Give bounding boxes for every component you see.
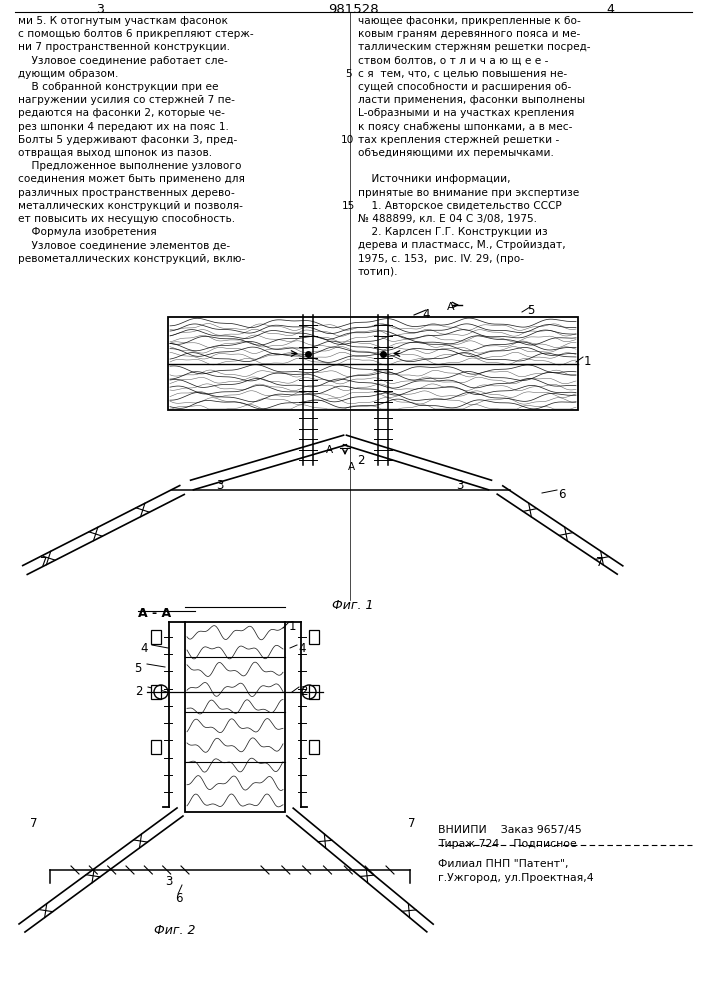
Text: 6: 6 <box>175 892 182 905</box>
Text: 1: 1 <box>584 355 592 368</box>
Text: 1: 1 <box>289 620 296 633</box>
Bar <box>168 317 578 410</box>
Text: № 488899, кл. Е 04 С 3/08, 1975.: № 488899, кл. Е 04 С 3/08, 1975. <box>358 214 537 224</box>
Text: Источники информации,: Источники информации, <box>358 174 510 184</box>
Text: соединения может быть применено для: соединения может быть применено для <box>18 174 245 184</box>
Text: Филиал ПНП "Патент",: Филиал ПНП "Патент", <box>438 859 568 869</box>
Text: 4: 4 <box>422 308 429 321</box>
Text: 15: 15 <box>341 201 355 211</box>
Text: 7: 7 <box>30 817 37 830</box>
Text: тах крепления стержней решетки -: тах крепления стержней решетки - <box>358 135 559 145</box>
Text: к поясу снабжены шпонками, а в мес-: к поясу снабжены шпонками, а в мес- <box>358 122 573 132</box>
Bar <box>309 685 319 699</box>
Text: Предложенное выполнение узлового: Предложенное выполнение узлового <box>18 161 242 171</box>
Text: с помощью болтов 6 прикрепляют стерж-: с помощью болтов 6 прикрепляют стерж- <box>18 29 254 39</box>
Text: 1. Авторское свидетельство СССР: 1. Авторское свидетельство СССР <box>358 201 562 211</box>
Text: L-образными и на участках крепления: L-образными и на участках крепления <box>358 108 574 118</box>
Text: чающее фасонки, прикрепленные к бо-: чающее фасонки, прикрепленные к бо- <box>358 16 580 26</box>
Text: Тираж 724    Подписное: Тираж 724 Подписное <box>438 839 577 849</box>
Text: 2. Карлсен Г.Г. Конструкции из: 2. Карлсен Г.Г. Конструкции из <box>358 227 548 237</box>
Text: отвращая выход шпонок из пазов.: отвращая выход шпонок из пазов. <box>18 148 212 158</box>
Text: Фиг. 2: Фиг. 2 <box>154 924 196 937</box>
Text: ет повысить их несущую способность.: ет повысить их несущую способность. <box>18 214 235 224</box>
Text: рез шпонки 4 передают их на пояс 1.: рез шпонки 4 передают их на пояс 1. <box>18 122 229 132</box>
Bar <box>185 622 285 812</box>
Text: принятые во внимание при экспертизе: принятые во внимание при экспертизе <box>358 188 579 198</box>
Text: Фиг. 1: Фиг. 1 <box>332 599 374 612</box>
Bar <box>168 317 578 410</box>
Text: 3: 3 <box>165 875 173 888</box>
Text: В собранной конструкции при ее: В собранной конструкции при ее <box>18 82 218 92</box>
Text: А: А <box>348 462 355 472</box>
Text: 5: 5 <box>527 304 534 317</box>
Text: объединяющими их перемычками.: объединяющими их перемычками. <box>358 148 554 158</box>
Text: ми 5. К отогнутым участкам фасонок: ми 5. К отогнутым участкам фасонок <box>18 16 228 26</box>
Text: А: А <box>447 302 455 312</box>
Text: 4: 4 <box>298 642 305 655</box>
Text: 2: 2 <box>135 685 143 698</box>
Text: 1975, с. 153,  рис. IV. 29, (про-: 1975, с. 153, рис. IV. 29, (про- <box>358 254 524 264</box>
Text: Формула изобретения: Формула изобретения <box>18 227 157 237</box>
Bar <box>151 740 161 754</box>
Text: тотип).: тотип). <box>358 267 399 277</box>
Text: 3: 3 <box>96 3 104 16</box>
Bar <box>185 622 285 812</box>
Text: 10: 10 <box>341 135 355 145</box>
Text: 2: 2 <box>357 454 365 467</box>
Text: 3: 3 <box>456 479 463 492</box>
Text: г.Ужгород, ул.Проектная,4: г.Ужгород, ул.Проектная,4 <box>438 873 594 883</box>
Text: дерева и пластмасс, М., Стройиздат,: дерева и пластмасс, М., Стройиздат, <box>358 240 566 250</box>
Bar <box>151 630 161 644</box>
Text: ревометаллических конструкций, вклю-: ревометаллических конструкций, вклю- <box>18 254 245 264</box>
Text: ласти применения, фасонки выполнены: ласти применения, фасонки выполнены <box>358 95 585 105</box>
Text: металлических конструкций и позволя-: металлических конструкций и позволя- <box>18 201 243 211</box>
Text: нагружении усилия со стержней 7 пе-: нагружении усилия со стержней 7 пе- <box>18 95 235 105</box>
Text: различных пространственных деревo-: различных пространственных деревo- <box>18 188 235 198</box>
Text: дующим образом.: дующим образом. <box>18 69 118 79</box>
Text: 7: 7 <box>596 556 604 569</box>
Text: А: А <box>326 445 333 455</box>
Text: ковым граням деревянного пояса и ме-: ковым граням деревянного пояса и ме- <box>358 29 580 39</box>
Text: 5: 5 <box>134 662 141 675</box>
Text: Узловое соединение работает сле-: Узловое соединение работает сле- <box>18 56 228 66</box>
Text: ством болтов, о т л и ч а ю щ е е -: ством болтов, о т л и ч а ю щ е е - <box>358 56 549 66</box>
Text: сущей способности и расширения об-: сущей способности и расширения об- <box>358 82 571 92</box>
Text: 6: 6 <box>558 488 566 501</box>
Bar <box>309 630 319 644</box>
Text: ни 7 пространственной конструкции.: ни 7 пространственной конструкции. <box>18 42 230 52</box>
Bar <box>309 740 319 754</box>
Text: ВНИИПИ    Заказ 9657/45: ВНИИПИ Заказ 9657/45 <box>438 825 582 835</box>
Text: 981528: 981528 <box>327 3 378 16</box>
Text: 3: 3 <box>216 479 223 492</box>
Text: редаются на фасонки 2, которые че-: редаются на фасонки 2, которые че- <box>18 108 225 118</box>
Text: 5: 5 <box>345 69 351 79</box>
Text: Узловое соединение элементов де-: Узловое соединение элементов де- <box>18 240 230 250</box>
Text: Болты 5 удерживают фасонки 3, пред-: Болты 5 удерживают фасонки 3, пред- <box>18 135 238 145</box>
Text: с я  тем, что, с целью повышения не-: с я тем, что, с целью повышения не- <box>358 69 567 79</box>
Text: 4: 4 <box>606 3 614 16</box>
Text: таллическим стержням решетки посред-: таллическим стержням решетки посред- <box>358 42 590 52</box>
Text: А - А: А - А <box>138 607 171 620</box>
Text: 7: 7 <box>40 556 47 569</box>
Text: 7: 7 <box>408 817 416 830</box>
Text: 4: 4 <box>140 642 148 655</box>
Text: 2: 2 <box>300 685 308 698</box>
Bar <box>151 685 161 699</box>
